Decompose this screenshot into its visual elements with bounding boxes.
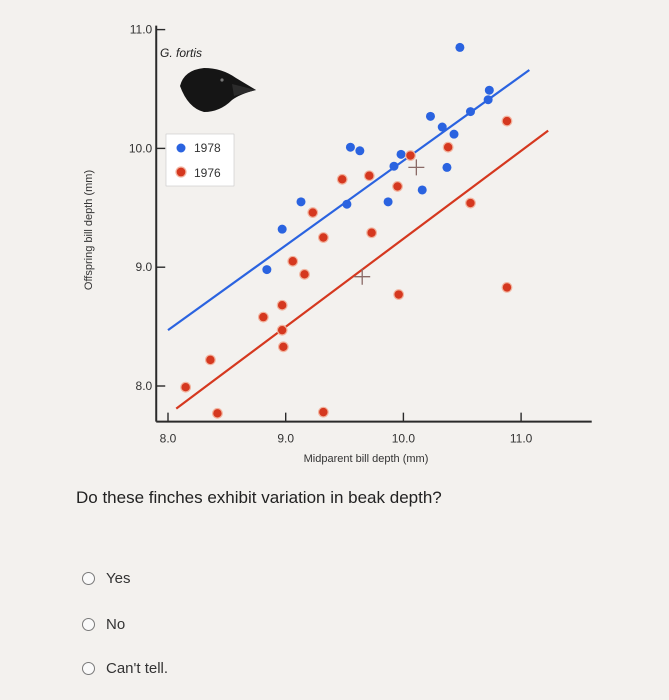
point-1978 (383, 197, 393, 207)
option-no[interactable]: No (82, 616, 125, 633)
data-points (180, 42, 513, 419)
point-1978 (345, 142, 355, 152)
x-tick-label: 10.0 (392, 432, 416, 446)
point-1978 (296, 197, 306, 207)
point-1976 (180, 381, 192, 393)
point-1978 (355, 146, 365, 156)
legend-box (165, 133, 235, 187)
point-1978 (425, 111, 435, 121)
legend: 1978 1976 (165, 133, 235, 187)
option-yes[interactable]: Yes (82, 570, 130, 587)
point-1978 (483, 95, 493, 105)
legend-marker-1976 (175, 166, 187, 178)
point-1976 (276, 324, 288, 336)
point-1978 (396, 149, 406, 159)
radio-button[interactable] (82, 662, 95, 675)
question-text: Do these finches exhibit variation in be… (76, 488, 442, 507)
legend-label-1978: 1978 (194, 141, 221, 155)
point-1976 (204, 354, 216, 366)
point-1976 (277, 341, 289, 353)
option-label: Yes (106, 570, 131, 587)
point-1976 (307, 207, 319, 218)
point-1976 (212, 407, 223, 419)
x-tick-label: 8.0 (160, 432, 177, 446)
y-tick-label: 10.0 (129, 141, 153, 155)
point-1976 (366, 227, 378, 239)
cross-marker (408, 159, 425, 176)
x-tick-label: 9.0 (277, 432, 294, 446)
y-tick-label: 8.0 (136, 379, 153, 393)
option-label: Can't tell. (106, 660, 169, 677)
axes (155, 25, 592, 423)
point-1976 (336, 173, 348, 185)
point-1976 (287, 255, 299, 267)
radio-button[interactable] (82, 572, 95, 585)
trend-line-1978 (167, 69, 530, 332)
point-1976 (405, 150, 416, 161)
ticks: 8.0 9.0 10.0 11.0 8.0 9.0 10.0 11.0 (129, 23, 533, 446)
point-1978 (389, 161, 399, 171)
species-label: G. fortis (160, 46, 202, 60)
point-1978 (342, 199, 352, 209)
point-1976 (465, 197, 476, 209)
point-1978 (277, 224, 287, 234)
point-1976 (392, 181, 403, 192)
point-1976 (363, 170, 375, 182)
scatter-chart: 8.0 9.0 10.0 11.0 8.0 9.0 10.0 11.0 G. fortis 1… (83, 23, 592, 465)
y-axis-label: Offspring bill depth (mm) (83, 170, 95, 290)
x-axis-label: Midparent bill depth (mm) (304, 453, 429, 465)
option-cant-tell[interactable]: Can't tell. (82, 660, 168, 677)
point-1978 (449, 129, 459, 139)
point-1976 (393, 289, 405, 300)
y-tick-label: 9.0 (136, 260, 153, 274)
point-1976 (501, 115, 513, 127)
trend-lines (167, 69, 549, 410)
point-1976 (501, 281, 513, 293)
point-1976 (442, 141, 454, 153)
cross-marker (354, 268, 371, 285)
point-1978 (417, 185, 427, 195)
y-tick-label: 11.0 (130, 23, 153, 37)
point-1976 (276, 299, 288, 311)
x-tick-label: 11.0 (510, 432, 533, 446)
point-1978 (465, 107, 475, 117)
point-1976 (299, 268, 310, 280)
point-1976 (317, 406, 329, 418)
point-1978 (484, 85, 494, 95)
point-1978 (437, 122, 447, 132)
point-1978 (455, 42, 465, 52)
point-1978 (262, 265, 272, 275)
legend-marker-1978 (176, 143, 186, 153)
finch-head-icon (180, 68, 256, 112)
point-1976 (257, 311, 269, 323)
legend-label-1976: 1976 (194, 166, 221, 180)
point-1978 (442, 162, 452, 172)
option-label: No (106, 616, 126, 633)
radio-button[interactable] (82, 618, 95, 631)
point-1976 (317, 232, 329, 243)
